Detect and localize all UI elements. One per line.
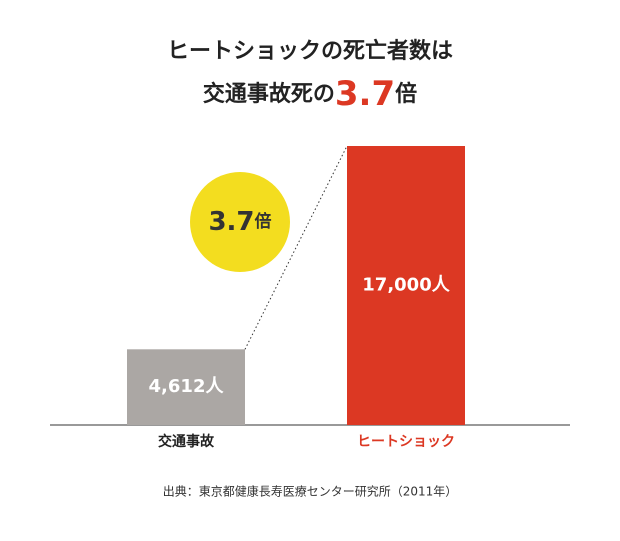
x-tick-label: 交通事故 [158,433,215,450]
source: 出典：東京都健康長寿医療センター研究所（2011年） [163,484,458,499]
bar [127,349,245,425]
annotation: 3.7倍 [208,207,271,237]
title-line-1: ヒートショックの死亡者数は [167,38,453,64]
title-unit: 倍 [395,81,417,107]
value-label: 4,612人 [149,376,225,397]
bar [347,146,465,425]
title-text: 交通事故死の [203,81,335,107]
title-line-2: 交通事故死の3.7倍 [203,74,417,114]
x-tick-label: ヒートショック [357,434,455,450]
annotation-unit: 倍 [255,211,272,232]
title-highlight: 3.7 [335,74,395,114]
value-label: 17,000人 [362,275,450,296]
annotation-circle [190,172,290,272]
annotation-value: 3.7 [208,207,254,237]
